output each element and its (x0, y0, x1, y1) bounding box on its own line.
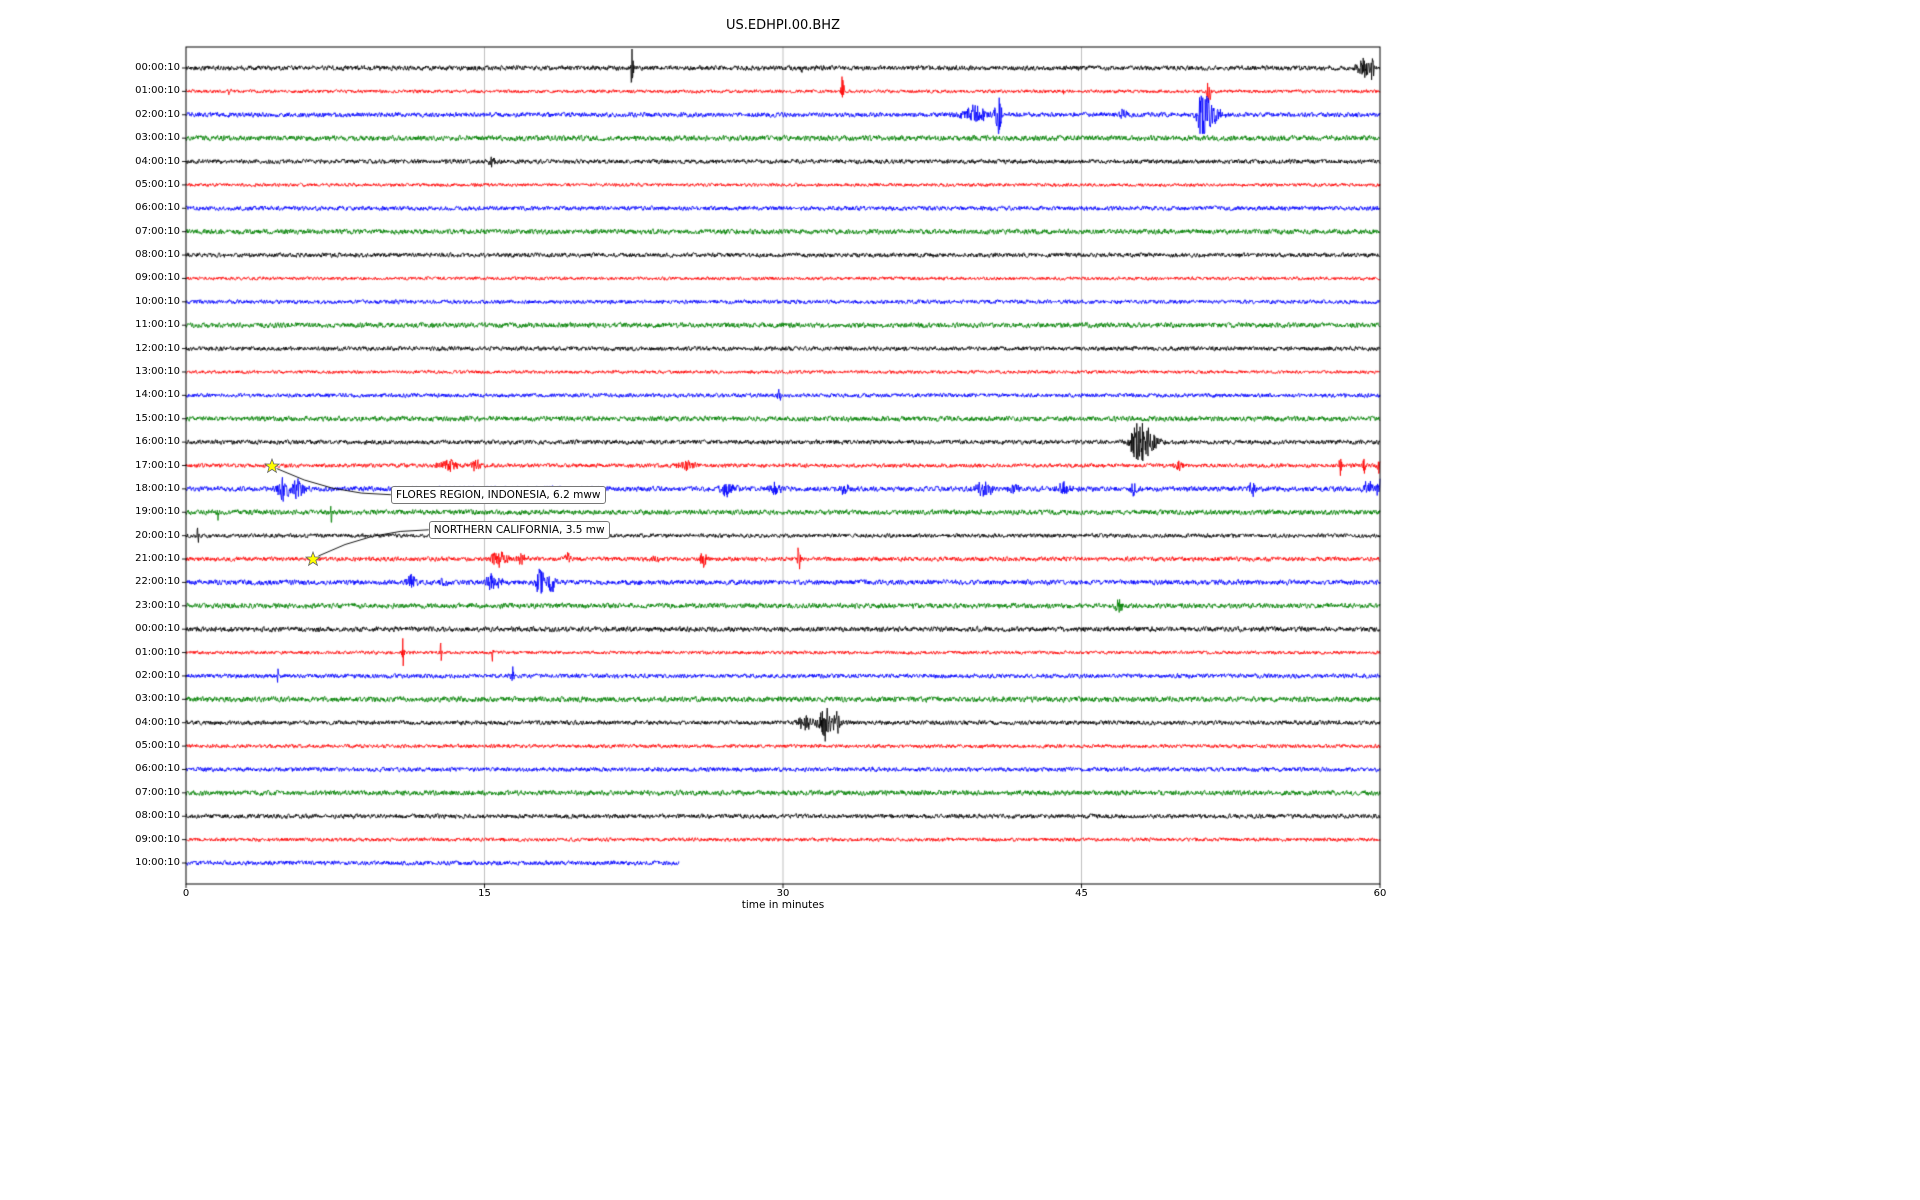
annotation-northern-california-text: NORTHERN CALIFORNIA, 3.5 mw (433, 523, 605, 536)
annotation-northern-california: NORTHERN CALIFORNIA, 3.5 mw (428, 520, 610, 539)
chart-title: US.EDHPI.00.BHZ (726, 18, 840, 33)
annotation-flores-region-text: FLORES REGION, INDONESIA, 6.2 mww (395, 488, 601, 501)
annotation-flores-region: FLORES REGION, INDONESIA, 6.2 mww (390, 485, 606, 504)
x-axis-label: time in minutes (741, 899, 825, 911)
